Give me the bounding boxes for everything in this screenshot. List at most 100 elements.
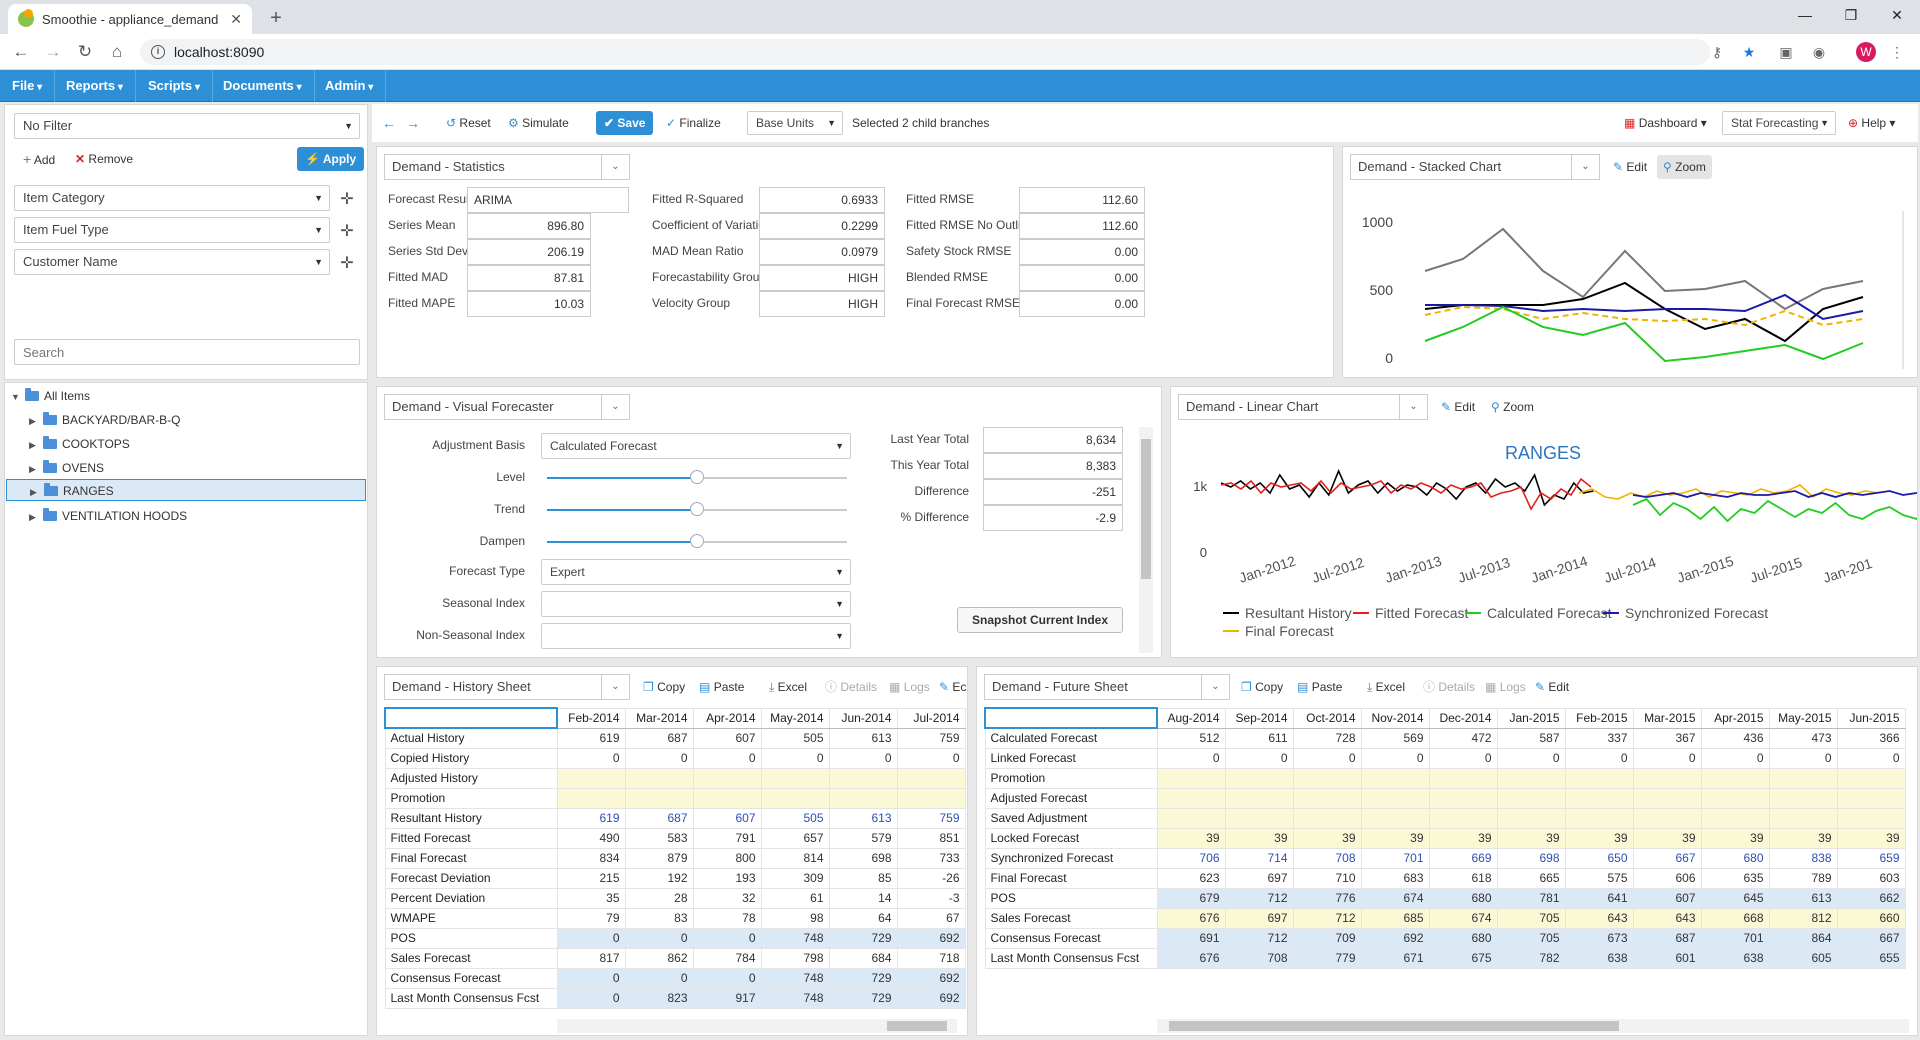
- table-cell[interactable]: 687: [624, 727, 694, 749]
- history-logs-button[interactable]: ▦ Logs: [889, 675, 930, 699]
- browser-menu-icon[interactable]: ⋮: [1890, 44, 1904, 60]
- table-cell[interactable]: [1564, 807, 1634, 829]
- table-cell[interactable]: [1564, 787, 1634, 809]
- filter-select[interactable]: No Filter ▼: [14, 113, 360, 139]
- table-cell[interactable]: 472: [1428, 727, 1498, 749]
- future-excel-button[interactable]: ⤓ Excel: [1367, 675, 1405, 699]
- table-cell[interactable]: [1292, 767, 1362, 789]
- new-tab-icon[interactable]: +: [270, 7, 282, 29]
- table-cell[interactable]: 692: [896, 927, 966, 949]
- table-cell[interactable]: 687: [624, 807, 694, 829]
- table-cell[interactable]: 800: [692, 847, 762, 869]
- table-cell[interactable]: 657: [760, 827, 830, 849]
- table-cell[interactable]: 512: [1156, 727, 1226, 749]
- forecast-type-select[interactable]: Expert ▼: [541, 559, 851, 585]
- table-cell[interactable]: [1428, 767, 1498, 789]
- future-copy-button[interactable]: ❐ Copy: [1241, 675, 1283, 699]
- table-cell[interactable]: [1428, 787, 1498, 809]
- table-cell[interactable]: 85: [828, 867, 898, 889]
- table-cell[interactable]: [1156, 787, 1226, 809]
- url-input[interactable]: i localhost:8090: [140, 39, 1710, 65]
- table-cell[interactable]: 708: [1224, 947, 1294, 969]
- table-cell[interactable]: [1496, 767, 1566, 789]
- table-cell[interactable]: 0: [760, 747, 830, 769]
- scrollbar-thumb[interactable]: [1169, 1021, 1619, 1031]
- home-icon[interactable]: ⌂: [111, 42, 123, 61]
- table-cell[interactable]: 698: [828, 847, 898, 869]
- table-cell[interactable]: 583: [624, 827, 694, 849]
- table-cell[interactable]: [556, 787, 626, 809]
- table-cell[interactable]: 701: [1360, 847, 1430, 869]
- table-cell[interactable]: 436: [1700, 727, 1770, 749]
- table-cell[interactable]: 309: [760, 867, 830, 889]
- menu-reports[interactable]: Reports: [54, 70, 136, 102]
- history-title-select[interactable]: Demand - History Sheet ⌄: [384, 674, 630, 700]
- scrollbar[interactable]: [1139, 427, 1153, 653]
- table-cell[interactable]: [1700, 807, 1770, 829]
- scrollbar-thumb[interactable]: [1141, 439, 1151, 579]
- table-cell[interactable]: 645: [1700, 887, 1770, 909]
- table-cell[interactable]: 643: [1632, 907, 1702, 929]
- table-cell[interactable]: 791: [692, 827, 762, 849]
- table-cell[interactable]: -26: [896, 867, 966, 889]
- table-cell[interactable]: 79: [556, 907, 626, 929]
- table-cell[interactable]: 684: [828, 947, 898, 969]
- table-cell[interactable]: 32: [692, 887, 762, 909]
- table-cell[interactable]: 638: [1700, 947, 1770, 969]
- table-cell[interactable]: [1836, 807, 1906, 829]
- table-cell[interactable]: 0: [692, 967, 762, 989]
- table-cell[interactable]: 680: [1428, 887, 1498, 909]
- table-cell[interactable]: 0: [896, 747, 966, 769]
- table-cell[interactable]: 779: [1292, 947, 1362, 969]
- table-cell[interactable]: 817: [556, 947, 626, 969]
- table-cell[interactable]: 705: [1496, 927, 1566, 949]
- future-details-button[interactable]: ⓘ Details: [1423, 675, 1475, 699]
- table-cell[interactable]: 748: [760, 987, 830, 1009]
- table-cell[interactable]: 367: [1632, 727, 1702, 749]
- table-cell[interactable]: 605: [1768, 947, 1838, 969]
- table-cell[interactable]: 0: [1836, 747, 1906, 769]
- tree-item-backyard[interactable]: ▶ BACKYARD/BAR-B-Q: [29, 409, 389, 431]
- back-icon[interactable]: ←: [12, 42, 30, 61]
- table-cell[interactable]: -3: [896, 887, 966, 909]
- table-cell[interactable]: 685: [1360, 907, 1430, 929]
- table-cell[interactable]: 676: [1156, 907, 1226, 929]
- minimize-icon[interactable]: —: [1798, 7, 1812, 23]
- table-cell[interactable]: [1768, 767, 1838, 789]
- table-cell[interactable]: 655: [1836, 947, 1906, 969]
- non-seasonal-index-select[interactable]: ▼: [541, 623, 851, 649]
- corner-cell[interactable]: [984, 707, 1158, 729]
- forward-icon[interactable]: →: [44, 42, 62, 61]
- extension-g-icon[interactable]: ▣: [1779, 44, 1793, 60]
- table-cell[interactable]: 14: [828, 887, 898, 909]
- linear-chart-title-select[interactable]: Demand - Linear Chart ⌄: [1178, 394, 1428, 420]
- table-cell[interactable]: 671: [1360, 947, 1430, 969]
- table-cell[interactable]: [1632, 767, 1702, 789]
- tree-item-cooktops[interactable]: ▶ COOKTOPS: [29, 433, 389, 455]
- table-cell[interactable]: [1156, 807, 1226, 829]
- table-cell[interactable]: 0: [1768, 747, 1838, 769]
- table-cell[interactable]: 623: [1156, 867, 1226, 889]
- table-cell[interactable]: 650: [1564, 847, 1634, 869]
- close-tab-icon[interactable]: ✕: [230, 10, 242, 27]
- table-cell[interactable]: 0: [624, 747, 694, 769]
- undo-arrow-icon[interactable]: ←: [382, 115, 396, 131]
- table-cell[interactable]: 659: [1836, 847, 1906, 869]
- table-cell[interactable]: 0: [692, 927, 762, 949]
- table-cell[interactable]: 64: [828, 907, 898, 929]
- slider-knob[interactable]: [690, 470, 704, 484]
- table-cell[interactable]: 728: [1292, 727, 1362, 749]
- table-cell[interactable]: 705: [1496, 907, 1566, 929]
- table-cell[interactable]: [1496, 787, 1566, 809]
- table-cell[interactable]: 606: [1632, 867, 1702, 889]
- table-cell[interactable]: [1632, 807, 1702, 829]
- table-cell[interactable]: 643: [1564, 907, 1634, 929]
- table-cell[interactable]: 714: [1224, 847, 1294, 869]
- table-cell[interactable]: 67: [896, 907, 966, 929]
- table-cell[interactable]: 473: [1768, 727, 1838, 749]
- table-cell[interactable]: [1224, 787, 1294, 809]
- corner-cell[interactable]: [384, 707, 558, 729]
- table-cell[interactable]: 676: [1156, 947, 1226, 969]
- table-cell[interactable]: 613: [1768, 887, 1838, 909]
- table-cell[interactable]: 712: [1292, 907, 1362, 929]
